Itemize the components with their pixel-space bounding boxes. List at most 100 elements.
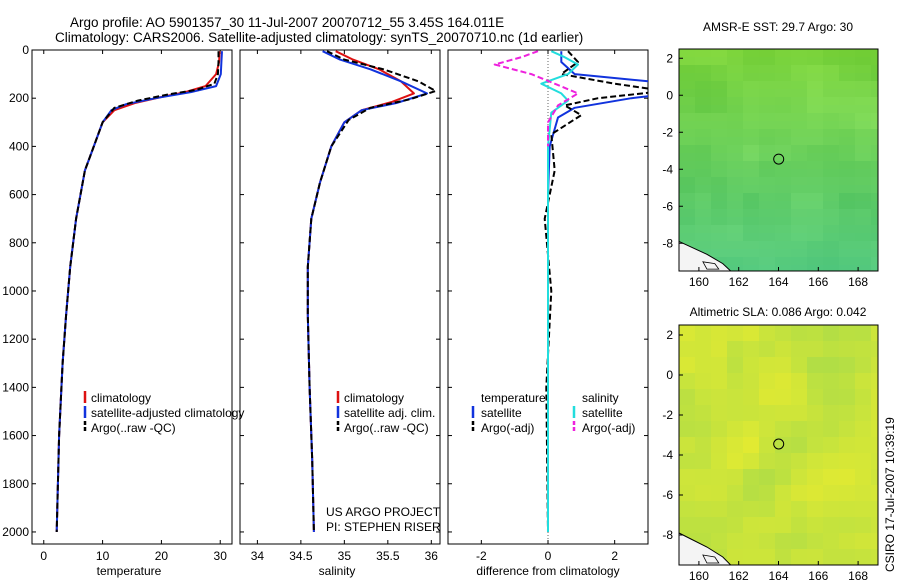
map-cell bbox=[695, 201, 704, 210]
map-cell bbox=[839, 265, 848, 272]
map-cell bbox=[783, 89, 792, 98]
map-cell bbox=[751, 217, 760, 226]
map-cell bbox=[807, 177, 816, 186]
map-cell bbox=[687, 73, 696, 82]
map-cell bbox=[847, 73, 856, 82]
pi-text: PI: STEPHEN RISER bbox=[326, 520, 441, 534]
map-cell bbox=[767, 517, 776, 526]
map-cell bbox=[871, 49, 879, 58]
map-cell bbox=[687, 57, 696, 66]
map-cell bbox=[679, 65, 688, 74]
map-cell bbox=[767, 493, 776, 502]
map-cell bbox=[767, 153, 776, 162]
map-cell bbox=[695, 81, 704, 90]
difference-legend: temperature satellite Argo(-adj) salinit… bbox=[471, 391, 635, 435]
map-cell bbox=[751, 333, 760, 342]
map-cell bbox=[775, 113, 784, 122]
map-cell bbox=[711, 381, 720, 390]
map-cell bbox=[839, 469, 848, 478]
map-cell bbox=[815, 493, 824, 502]
map-cell bbox=[695, 113, 704, 122]
map-y-tick-label: -8 bbox=[662, 236, 673, 250]
map-cell bbox=[735, 249, 744, 258]
map-cell bbox=[871, 453, 879, 462]
map-cell bbox=[711, 121, 720, 130]
map-cell bbox=[871, 249, 879, 258]
map-cell bbox=[751, 373, 760, 382]
map-cell bbox=[775, 341, 784, 350]
map-cell bbox=[767, 209, 776, 218]
map-cell bbox=[831, 549, 840, 558]
map-cell bbox=[863, 265, 872, 272]
map-cell bbox=[839, 81, 848, 90]
map-cell bbox=[719, 517, 728, 526]
map-cell bbox=[679, 357, 688, 366]
map-cell bbox=[759, 185, 768, 194]
map-cell bbox=[735, 233, 744, 242]
map-cell bbox=[711, 421, 720, 430]
map-cell bbox=[687, 517, 696, 526]
map-cell bbox=[743, 461, 752, 470]
map-cell bbox=[807, 73, 816, 82]
map-cell bbox=[863, 137, 872, 146]
map-cell bbox=[751, 397, 760, 406]
map-cell bbox=[687, 445, 696, 454]
map-cell bbox=[799, 225, 808, 234]
map-cell bbox=[687, 357, 696, 366]
sla-map-title: Altimetric SLA: 0.086 Argo: 0.042 bbox=[690, 305, 867, 319]
map-cell bbox=[743, 169, 752, 178]
map-cell bbox=[767, 477, 776, 486]
map-cell bbox=[783, 137, 792, 146]
difference-series bbox=[493, 50, 648, 544]
map-cell bbox=[679, 381, 688, 390]
map-cell bbox=[687, 525, 696, 534]
map-cell bbox=[847, 501, 856, 510]
map-cell bbox=[759, 217, 768, 226]
map-cell bbox=[791, 193, 800, 202]
map-cell bbox=[767, 137, 776, 146]
map-cell bbox=[711, 389, 720, 398]
map-cell bbox=[759, 477, 768, 486]
map-cell bbox=[687, 373, 696, 382]
map-cell bbox=[847, 437, 856, 446]
map-cell bbox=[783, 113, 792, 122]
map-cell bbox=[703, 57, 712, 66]
map-cell bbox=[743, 477, 752, 486]
map-cell bbox=[863, 413, 872, 422]
map-cell bbox=[815, 233, 824, 242]
map-cell bbox=[815, 137, 824, 146]
map-cell bbox=[807, 445, 816, 454]
map-cell bbox=[775, 349, 784, 358]
map-cell bbox=[799, 209, 808, 218]
map-cell bbox=[767, 193, 776, 202]
map-cell bbox=[759, 49, 768, 58]
map-cell bbox=[743, 249, 752, 258]
map-cell bbox=[807, 461, 816, 470]
map-cell bbox=[751, 265, 760, 272]
map-cell bbox=[767, 177, 776, 186]
map-cell bbox=[807, 533, 816, 542]
map-cell bbox=[743, 381, 752, 390]
map-cell bbox=[719, 453, 728, 462]
map-cell bbox=[743, 113, 752, 122]
map-cell bbox=[791, 49, 800, 58]
map-cell bbox=[783, 549, 792, 558]
map-cell bbox=[743, 533, 752, 542]
map-cell bbox=[775, 57, 784, 66]
map-cell bbox=[775, 137, 784, 146]
map-cell bbox=[863, 541, 872, 550]
map-cell bbox=[751, 509, 760, 518]
map-cell bbox=[807, 509, 816, 518]
map-cell bbox=[815, 341, 824, 350]
map-cell bbox=[791, 389, 800, 398]
map-cell bbox=[871, 405, 879, 414]
map-cell bbox=[863, 129, 872, 138]
map-cell bbox=[815, 65, 824, 74]
map-cell bbox=[711, 525, 720, 534]
map-cell bbox=[735, 161, 744, 170]
map-cell bbox=[735, 257, 744, 266]
map-cell bbox=[759, 225, 768, 234]
map-cell bbox=[767, 65, 776, 74]
map-cell bbox=[855, 121, 864, 130]
map-y-tick-label: 0 bbox=[666, 368, 673, 382]
